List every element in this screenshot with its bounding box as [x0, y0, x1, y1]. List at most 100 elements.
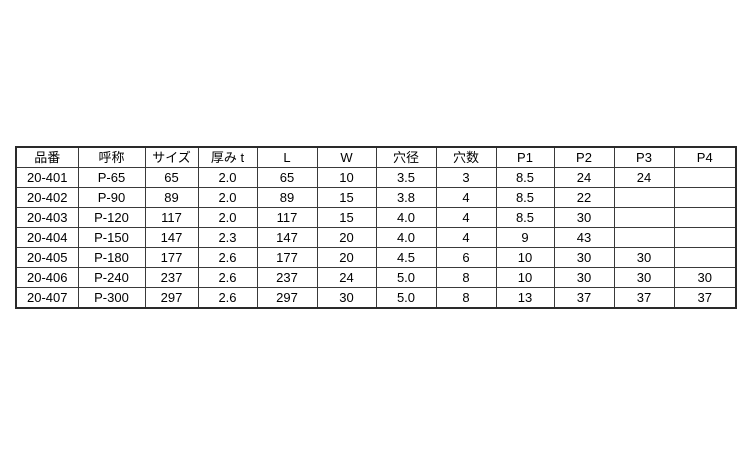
table-cell: 117 — [256, 207, 318, 228]
table-cell: 177 — [256, 247, 318, 268]
column-header-7: 穴径 — [375, 146, 437, 168]
table-cell: 30 — [553, 207, 615, 228]
table-cell: 8 — [435, 287, 497, 309]
table-cell: 4.5 — [375, 247, 437, 268]
table-cell: 10 — [495, 267, 555, 288]
table-cell: 3.5 — [375, 167, 437, 188]
column-header-1: 品番 — [15, 146, 79, 168]
table-body: 20-401 P-65 65 2.0 65 10 3.5 3 8.5 24 24 20-402 P-90… — [15, 167, 737, 309]
table-cell: 10 — [316, 167, 377, 188]
table-cell: 4 — [435, 227, 497, 248]
table-row: 20-401 P-65 65 2.0 65 10 3.5 3 8.5 24 24 — [15, 167, 737, 188]
column-header-6: W — [316, 146, 377, 168]
table-cell: 30 — [553, 267, 615, 288]
table-cell: 65 — [144, 167, 199, 188]
table-cell: 8.5 — [495, 167, 555, 188]
column-header-9: P1 — [495, 146, 555, 168]
column-header-8: 穴数 — [435, 146, 497, 168]
table-cell: 20-401 — [15, 167, 79, 188]
table-cell: 22 — [553, 187, 615, 208]
table-cell: 20-406 — [15, 267, 79, 288]
table-cell: 8.5 — [495, 207, 555, 228]
header-row: 品番 呼称 サイズ 厚み t L W 穴径 穴数 P1 P2 P3 P4 — [15, 146, 737, 168]
column-header-3: サイズ — [144, 146, 199, 168]
table-cell: 15 — [316, 187, 377, 208]
table-cell: 8 — [435, 267, 497, 288]
table-cell: 30 — [316, 287, 377, 309]
table-cell: 43 — [553, 227, 615, 248]
column-header-5: L — [256, 146, 318, 168]
table-cell: P-90 — [77, 187, 146, 208]
table-cell: 89 — [144, 187, 199, 208]
table-cell: 4.0 — [375, 207, 437, 228]
table-cell: 2.0 — [197, 167, 258, 188]
table-row: 20-405 P-180 177 2.6 177 20 4.5 6 10 30 30 — [15, 247, 737, 268]
table-cell: 147 — [256, 227, 318, 248]
table-cell: 30 — [673, 267, 737, 288]
table-cell: 237 — [144, 267, 199, 288]
table-cell: 20 — [316, 247, 377, 268]
table-row: 20-406 P-240 237 2.6 237 24 5.0 8 10 30 30 30 — [15, 267, 737, 288]
product-spec-table: 品番 呼称 サイズ 厚み t L W 穴径 穴数 P1 P2 P3 P4 20-401 P-65 65 2.… — [15, 146, 737, 309]
table-cell: 5.0 — [375, 287, 437, 309]
column-header-10: P2 — [553, 146, 615, 168]
table-cell: 4 — [435, 207, 497, 228]
table-cell: 20-402 — [15, 187, 79, 208]
table-cell: 2.6 — [197, 247, 258, 268]
table-cell: 5.0 — [375, 267, 437, 288]
table-cell: 3.8 — [375, 187, 437, 208]
table-cell: 4.0 — [375, 227, 437, 248]
table-row: 20-404 P-150 147 2.3 147 20 4.0 4 9 43 — [15, 227, 737, 248]
table-cell: 2.0 — [197, 207, 258, 228]
table-cell: 37 — [553, 287, 615, 309]
table-cell: 15 — [316, 207, 377, 228]
table-cell — [673, 227, 737, 248]
table-cell: 297 — [256, 287, 318, 309]
column-header-12: P4 — [673, 146, 737, 168]
table-cell: 10 — [495, 247, 555, 268]
table-cell: 177 — [144, 247, 199, 268]
table-cell — [673, 207, 737, 228]
table-cell: 3 — [435, 167, 497, 188]
table-cell: 9 — [495, 227, 555, 248]
table-cell — [673, 187, 737, 208]
table-cell: P-180 — [77, 247, 146, 268]
column-header-4: 厚み t — [197, 146, 258, 168]
table-cell: 24 — [553, 167, 615, 188]
table-cell: P-300 — [77, 287, 146, 309]
table-cell — [613, 227, 675, 248]
table-cell: 30 — [613, 267, 675, 288]
table-cell: 20-405 — [15, 247, 79, 268]
table-cell: 237 — [256, 267, 318, 288]
table-cell: 24 — [613, 167, 675, 188]
table-cell: 20-404 — [15, 227, 79, 248]
table-cell: 297 — [144, 287, 199, 309]
table-cell: 2.0 — [197, 187, 258, 208]
table-cell: 4 — [435, 187, 497, 208]
table-cell — [673, 167, 737, 188]
table-cell: 37 — [613, 287, 675, 309]
table-cell: 20-403 — [15, 207, 79, 228]
table-cell: 37 — [673, 287, 737, 309]
table-cell — [673, 247, 737, 268]
table-cell: 30 — [613, 247, 675, 268]
table-cell: 2.6 — [197, 267, 258, 288]
table-cell: 13 — [495, 287, 555, 309]
table-cell: 30 — [553, 247, 615, 268]
table-cell: 24 — [316, 267, 377, 288]
table-cell: 6 — [435, 247, 497, 268]
table-cell: P-240 — [77, 267, 146, 288]
table-cell: P-120 — [77, 207, 146, 228]
table-cell: 65 — [256, 167, 318, 188]
table-cell: P-65 — [77, 167, 146, 188]
table-cell: P-150 — [77, 227, 146, 248]
table-cell: 8.5 — [495, 187, 555, 208]
table-cell — [613, 207, 675, 228]
table-cell: 117 — [144, 207, 199, 228]
table-row: 20-403 P-120 117 2.0 117 15 4.0 4 8.5 30 — [15, 207, 737, 228]
table-cell: 147 — [144, 227, 199, 248]
column-header-2: 呼称 — [77, 146, 146, 168]
table-cell: 20 — [316, 227, 377, 248]
table-row: 20-407 P-300 297 2.6 297 30 5.0 8 13 37 37 37 — [15, 287, 737, 309]
